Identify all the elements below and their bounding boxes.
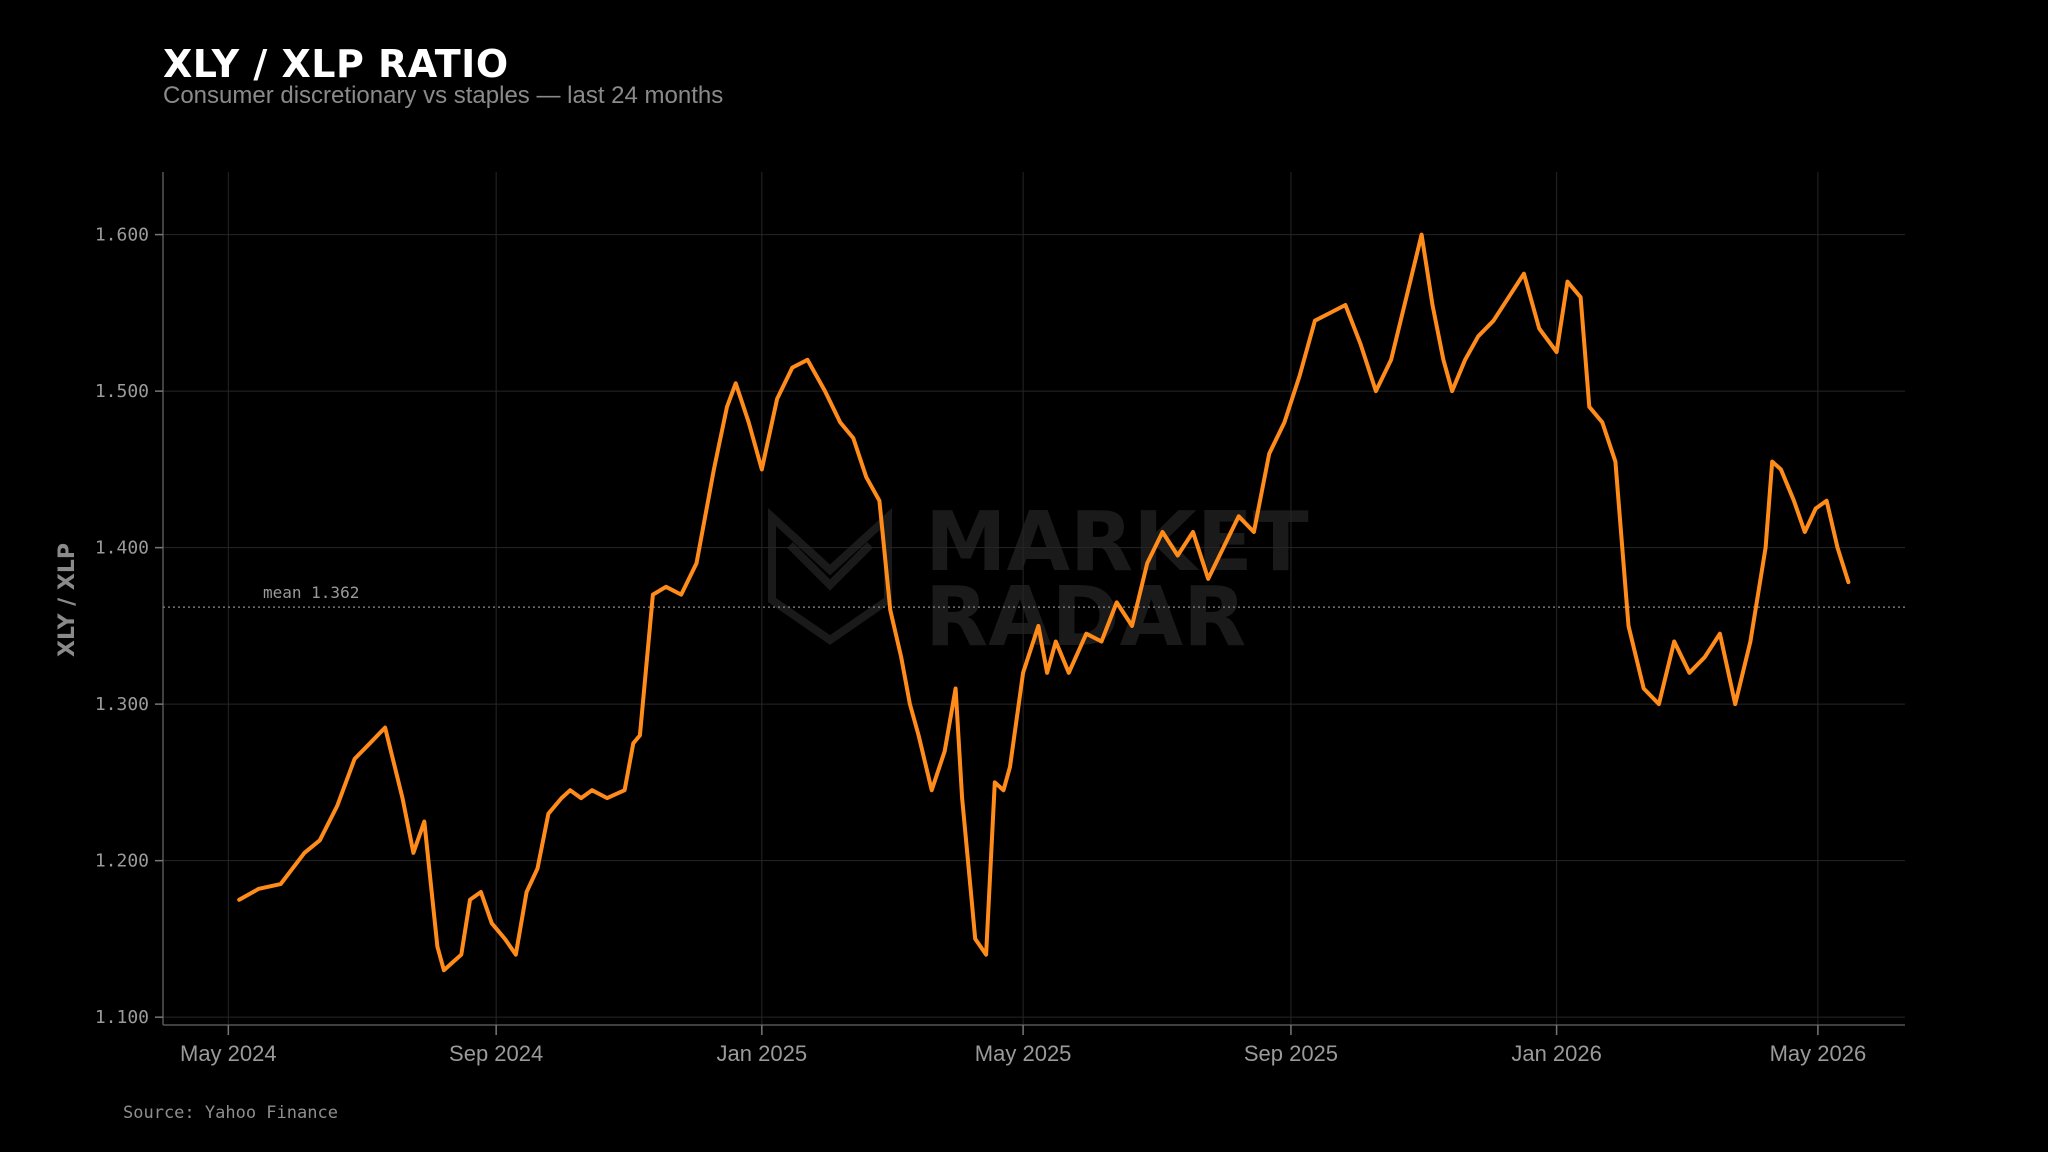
x-tick-label: May 2024 [180, 1041, 277, 1066]
y-axis-label: XLY / XLP [55, 543, 80, 657]
mean-label: mean 1.362 [263, 583, 359, 602]
y-tick-label: 1.600 [95, 225, 149, 246]
y-tick-label: 1.100 [95, 1007, 149, 1028]
watermark: MARKET RADAR [768, 495, 1309, 665]
x-tick-label: Jan 2025 [717, 1041, 808, 1066]
series-line-0 [237, 232, 1851, 973]
y-tick-label: 1.300 [95, 694, 149, 715]
grid [163, 172, 1905, 1025]
chart-title: XLY / XLP RATIO [163, 42, 509, 86]
y-axis-ticks: 1.100 1.200 1.300 1.400 1.500 1.600 [95, 225, 163, 1028]
watermark-logo-icon [768, 507, 892, 645]
series-group [237, 232, 1851, 973]
x-tick-label: Sep 2024 [449, 1041, 543, 1066]
x-tick-label: Sep 2025 [1244, 1041, 1338, 1066]
x-tick-label: May 2026 [1770, 1041, 1867, 1066]
y-tick-label: 1.500 [95, 381, 149, 402]
axes [162, 172, 1905, 1026]
x-tick-label: Jan 2026 [1511, 1041, 1602, 1066]
source-note: Source: Yahoo Finance [123, 1103, 338, 1123]
mean-line-group: mean 1.362 [163, 583, 1905, 608]
watermark-line2: RADAR [925, 570, 1246, 665]
y-tick-label: 1.400 [95, 538, 149, 559]
watermark-line1: MARKET [925, 495, 1309, 590]
x-tick-label: May 2025 [975, 1041, 1072, 1066]
y-tick-label: 1.200 [95, 851, 149, 872]
x-axis-ticks: May 2024 Sep 2024 Jan 2025 May 2025 Sep 2025… [180, 1025, 1866, 1066]
chart-subtitle: Consumer discretionary vs staples — last… [163, 82, 724, 109]
